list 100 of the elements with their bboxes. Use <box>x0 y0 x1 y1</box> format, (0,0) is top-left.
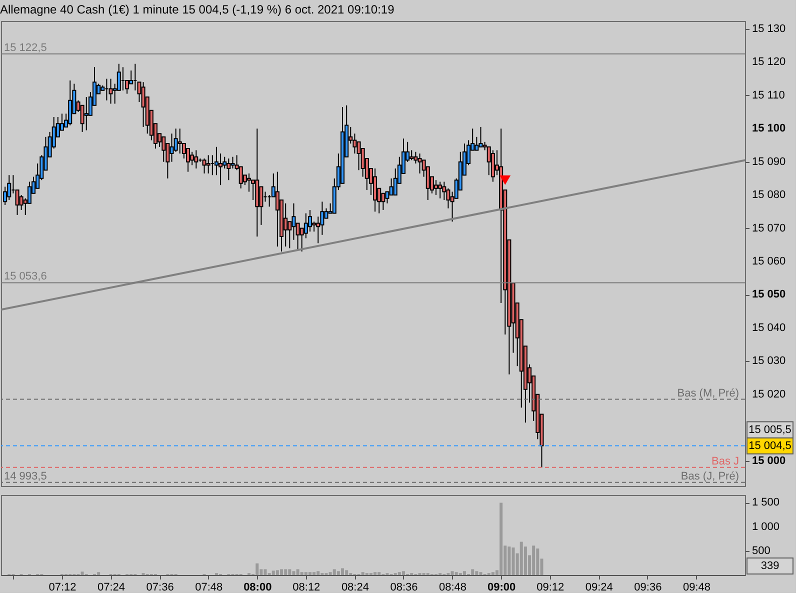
x-tick-label: 07:36 <box>146 582 174 594</box>
candlestick <box>226 158 231 181</box>
candlestick <box>84 96 88 131</box>
bar <box>304 572 308 575</box>
bar <box>471 569 474 575</box>
bar <box>316 571 320 575</box>
x-tick-label: 08:48 <box>439 582 467 594</box>
y-tick-label: 1 500 <box>752 496 780 509</box>
y-tick-label: 15 080 <box>752 189 786 202</box>
y-tick-label: 15 110 <box>752 89 785 102</box>
bar <box>97 572 100 575</box>
bar <box>475 571 478 575</box>
y-tick-label: 15 070 <box>752 222 786 234</box>
bar <box>479 572 482 575</box>
candlestick <box>438 181 442 199</box>
bar <box>536 548 540 575</box>
candlestick <box>490 150 495 182</box>
bar <box>500 502 503 575</box>
candlestick <box>304 212 308 239</box>
bar <box>491 572 494 575</box>
bar <box>272 570 275 575</box>
x-tick-label: 08:24 <box>341 582 369 594</box>
bar <box>520 542 523 575</box>
bar <box>402 571 405 575</box>
x-tick-label: 08:12 <box>292 582 320 594</box>
bar <box>532 546 536 575</box>
bar <box>336 571 340 575</box>
bar <box>292 571 296 575</box>
ref-line-label: 15 122,5 <box>4 42 47 54</box>
bar <box>508 546 511 575</box>
y-tick-label: 15 100 <box>752 122 786 135</box>
candlestick <box>202 158 206 174</box>
bar <box>256 563 259 575</box>
bar <box>264 569 267 575</box>
x-tick-label: 09:36 <box>634 582 662 594</box>
ref-line-label: 15 053,6 <box>4 270 47 283</box>
y-tick-label: 15 000 <box>752 454 786 467</box>
x-tick-label: 08:00 <box>244 582 272 594</box>
bar <box>374 572 377 575</box>
bar <box>398 572 401 575</box>
candlestick <box>247 172 252 192</box>
x-tick-label: 09:00 <box>487 582 516 594</box>
bar <box>512 548 515 575</box>
candlestick <box>356 141 361 171</box>
annotation: 15 005,5 <box>748 424 792 436</box>
y-tick-label: 15 020 <box>752 388 786 400</box>
annotation: 14 993,5 <box>4 470 47 482</box>
candlestick <box>418 153 422 174</box>
candlestick <box>373 168 378 212</box>
candlestick <box>389 178 394 196</box>
bar <box>80 572 84 575</box>
y-tick-label: 15 120 <box>752 56 786 68</box>
candlestick <box>292 202 296 240</box>
x-tick-label: 07:24 <box>98 582 126 594</box>
x-tick-label: 08:36 <box>390 582 418 594</box>
bar <box>332 569 336 575</box>
candlestick <box>206 154 210 174</box>
candlestick <box>15 190 20 216</box>
candlestick <box>178 128 182 154</box>
candlestick <box>230 156 235 169</box>
bar <box>284 569 288 575</box>
bar <box>276 570 279 575</box>
bar <box>450 571 454 575</box>
candlestick <box>68 80 72 126</box>
candlestick <box>414 151 418 164</box>
bar <box>328 572 332 575</box>
x-tick-label: 07:48 <box>195 582 223 594</box>
bar <box>462 571 466 575</box>
y-tick-label: 1 000 <box>752 520 780 533</box>
candlestick <box>194 150 198 169</box>
x-tick-label: 09:48 <box>682 582 710 594</box>
y-tick-label: 15 040 <box>752 322 786 334</box>
bar <box>361 572 364 575</box>
x-tick-label: 09:12 <box>536 582 564 594</box>
candlestick <box>108 78 113 104</box>
bar <box>341 568 344 575</box>
candlestick <box>393 168 398 196</box>
y-tick-label: 15 130 <box>752 22 786 35</box>
bar <box>296 569 300 575</box>
bar <box>378 572 381 575</box>
y-tick-label: 15 030 <box>752 355 786 368</box>
candlestick <box>141 82 146 128</box>
bar <box>300 572 304 575</box>
bar <box>312 572 316 575</box>
candlestick <box>410 150 414 161</box>
bar <box>280 569 284 575</box>
bar <box>454 572 458 575</box>
ref-line-label: Bas (M, Pré) <box>677 387 739 400</box>
x-tick-label: 07:12 <box>48 582 76 594</box>
y-tick-label: 15 060 <box>752 255 786 268</box>
x-tick-label: 09:24 <box>585 582 613 594</box>
text: 339 <box>760 560 780 572</box>
candlestick <box>190 151 194 166</box>
bar <box>308 572 312 575</box>
bar <box>288 569 292 575</box>
candlestick <box>474 136 479 151</box>
candlestick <box>284 202 288 248</box>
ref-line-label: 15 004,5 <box>748 440 792 452</box>
candlestick <box>478 126 483 148</box>
ref-line-label: Bas (J, Pré) <box>680 470 739 482</box>
